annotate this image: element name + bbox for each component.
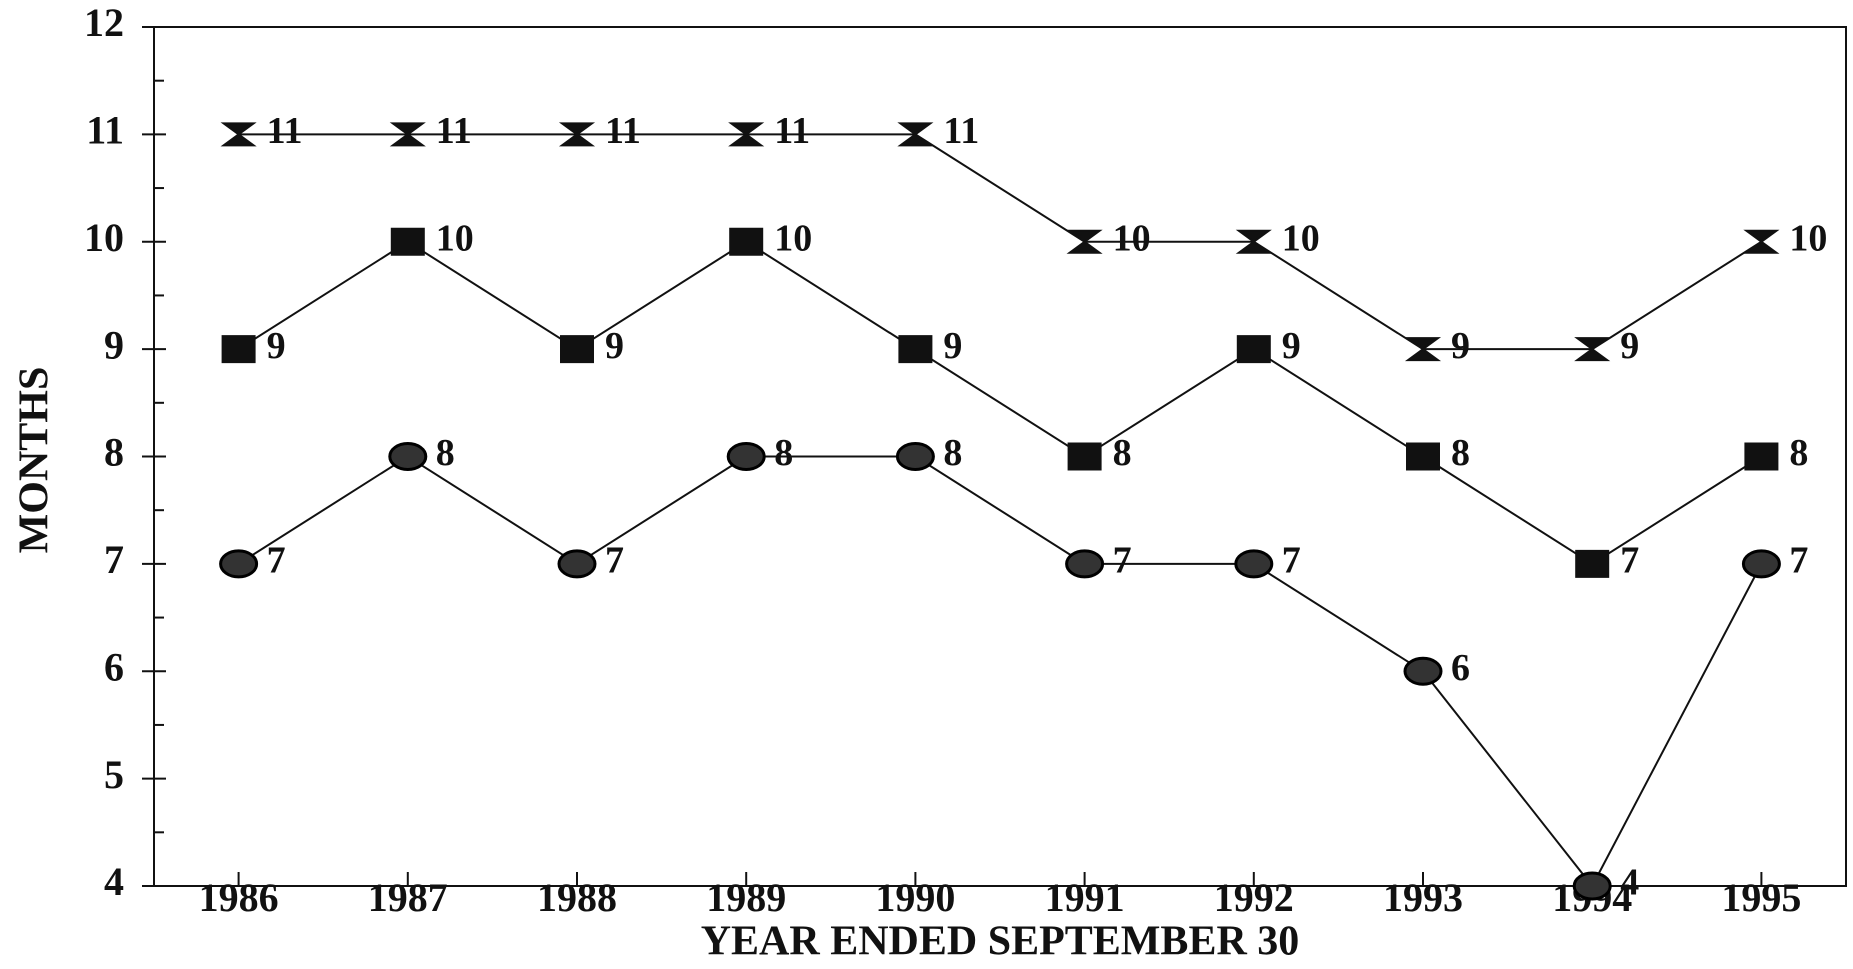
- x-tick-label: 1989: [706, 875, 786, 920]
- square-marker: [1236, 335, 1271, 364]
- data-label: 7: [1282, 540, 1301, 582]
- data-label: 10: [1789, 217, 1827, 259]
- x-tick-label: 1995: [1721, 875, 1801, 920]
- hourglass-marker: [1743, 229, 1780, 254]
- circle-marker: [1741, 549, 1781, 579]
- data-label: 11: [605, 110, 641, 152]
- data-label: 11: [943, 110, 979, 152]
- x-axis-title: YEAR ENDED SEPTEMBER 30: [701, 919, 1300, 965]
- data-label: 10: [774, 217, 812, 259]
- circle-marker: [388, 442, 428, 471]
- data-label: 8: [774, 432, 793, 474]
- data-label: 9: [1451, 325, 1470, 367]
- data-label: 10: [436, 217, 474, 259]
- x-tick-label: 1990: [875, 875, 955, 920]
- x-tick-label: 1988: [537, 875, 617, 920]
- data-label: 7: [605, 540, 624, 582]
- data-label: 11: [267, 110, 303, 152]
- circle-marker: [1234, 549, 1274, 579]
- y-tick-label: 11: [86, 108, 124, 153]
- y-tick-label: 7: [104, 537, 124, 582]
- circle-marker: [1065, 549, 1105, 579]
- circle-marker: [1403, 656, 1443, 686]
- square-marker: [390, 227, 425, 256]
- hourglass-marker: [220, 122, 257, 147]
- data-label: 7: [1620, 540, 1639, 582]
- x-tick-label: 1987: [368, 875, 448, 920]
- hourglass-marker: [389, 122, 426, 147]
- data-label: 10: [1113, 217, 1151, 259]
- data-label: 7: [267, 540, 286, 582]
- data-label: 9: [1620, 325, 1639, 367]
- hourglass-marker: [1574, 337, 1611, 362]
- x-tick-label: 1986: [199, 875, 279, 920]
- data-label: 7: [1113, 540, 1132, 582]
- y-tick-label: 8: [104, 430, 124, 475]
- data-label: 9: [267, 325, 286, 367]
- series-line: [238, 133, 1762, 351]
- circle-marker: [726, 442, 766, 471]
- circle-marker: [557, 549, 597, 579]
- data-label: 11: [436, 110, 472, 152]
- hourglass-marker: [1235, 229, 1272, 254]
- y-tick-label: 4: [104, 859, 124, 904]
- series-line: [238, 455, 1763, 888]
- y-tick-label: 5: [104, 752, 124, 797]
- data-label: 9: [605, 325, 624, 367]
- x-tick-label: 1993: [1383, 875, 1463, 920]
- y-tick-label: 12: [84, 0, 124, 45]
- series-line: [238, 240, 1762, 566]
- circle-marker: [219, 549, 259, 579]
- square-marker: [898, 335, 933, 364]
- y-tick-label: 9: [104, 322, 124, 367]
- data-label: 10: [1282, 217, 1320, 259]
- x-tick-label: 1992: [1214, 875, 1294, 920]
- square-marker: [560, 335, 594, 364]
- data-label: 11: [774, 110, 810, 152]
- square-marker: [729, 227, 764, 256]
- data-label: 9: [1282, 325, 1301, 367]
- hourglass-marker: [1066, 229, 1103, 254]
- hourglass-marker: [728, 122, 765, 147]
- data-label: 6: [1451, 647, 1470, 689]
- y-axis-title: MONTHS: [12, 367, 58, 554]
- data-label: 8: [436, 432, 455, 474]
- data-label: 8: [943, 432, 962, 474]
- data-label: 8: [1789, 432, 1808, 474]
- data-label: 7: [1789, 540, 1808, 582]
- square-marker: [1744, 442, 1779, 471]
- data-label: 9: [943, 325, 962, 367]
- data-label: 8: [1451, 432, 1470, 474]
- square-marker: [1406, 442, 1440, 471]
- square-marker: [221, 335, 256, 364]
- hourglass-marker: [558, 122, 596, 147]
- square-marker: [1575, 549, 1610, 578]
- data-label: 4: [1620, 862, 1639, 904]
- circle-marker: [1572, 871, 1612, 901]
- hourglass-marker: [1404, 337, 1442, 362]
- x-tick-label: 1991: [1045, 875, 1125, 920]
- y-tick-label: 10: [84, 215, 124, 260]
- y-tick-label: 6: [104, 644, 124, 689]
- hourglass-marker: [897, 122, 934, 147]
- circle-marker: [895, 442, 935, 471]
- square-marker: [1067, 442, 1102, 471]
- data-label: 8: [1113, 432, 1132, 474]
